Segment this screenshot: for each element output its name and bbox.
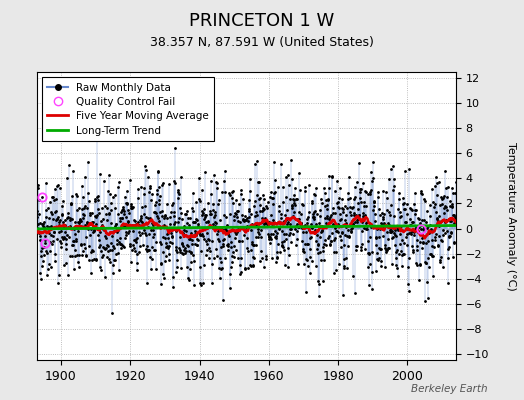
Text: PRINCETON 1 W: PRINCETON 1 W: [189, 12, 335, 30]
Legend: Raw Monthly Data, Quality Control Fail, Five Year Moving Average, Long-Term Tren: Raw Monthly Data, Quality Control Fail, …: [42, 77, 214, 141]
Text: Berkeley Earth: Berkeley Earth: [411, 384, 487, 394]
Text: 38.357 N, 87.591 W (United States): 38.357 N, 87.591 W (United States): [150, 36, 374, 49]
Y-axis label: Temperature Anomaly (°C): Temperature Anomaly (°C): [506, 142, 516, 290]
